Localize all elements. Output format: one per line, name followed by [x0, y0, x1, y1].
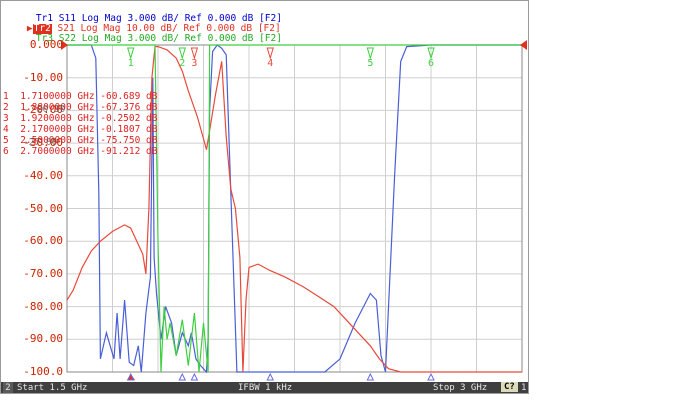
- marker-number: 5: [3, 135, 9, 146]
- marker-number: 4: [3, 124, 9, 135]
- trace-3-ref: Ref 0.000 dB: [184, 33, 254, 44]
- trace-1-format: Log Mag: [81, 13, 122, 24]
- marker-6-axis-icon: [427, 372, 435, 381]
- marker-6-number: 6: [428, 58, 434, 69]
- y-tick-label: -40.00: [23, 168, 63, 182]
- marker-number: 1: [3, 91, 9, 102]
- overlap-text-a: -20.30: [31, 104, 66, 115]
- marker-2-icon: [178, 47, 186, 60]
- marker-readout-row[interactable]: 3 1.9200000 GHz -0.2502 dB: [3, 114, 157, 124]
- marker-value: -67.376 dB: [100, 102, 158, 113]
- calibration-status-badge[interactable]: C?: [501, 382, 518, 392]
- marker-3-icon: [190, 47, 199, 60]
- trace-1-ref: Ref 0.000 dB: [184, 13, 254, 24]
- marker-frequency: 1.8800000 GHz: [20, 102, 95, 113]
- y-tick-label: -90.00: [23, 332, 63, 346]
- marker-readout-row[interactable]: 6 2.7000000 GHz -91.212 dB: [3, 147, 157, 157]
- y-tick-label: -10.00: [23, 70, 63, 84]
- marker-readout-row[interactable]: 1 1.7100000 GHz -60.689 dB: [3, 92, 157, 102]
- trace-2-tag: [F2]: [257, 23, 281, 34]
- y-tick-label: -50.00: [23, 201, 63, 215]
- trace-3-label: Tr3: [35, 33, 54, 44]
- marker-5-icon: [366, 47, 375, 60]
- stop-frequency[interactable]: Stop 3 GHz: [433, 383, 488, 393]
- trace-3-scale: 3.000 dB/: [127, 33, 179, 44]
- trace-2-ref: Ref 0.000 dB: [183, 23, 253, 34]
- marker-5-number: 5: [367, 58, 373, 69]
- channel-number[interactable]: 2: [3, 382, 13, 393]
- marker-4-axis-icon: [266, 372, 275, 381]
- marker-value: -0.1807 dB: [100, 124, 158, 135]
- trace-s21: [66, 45, 522, 373]
- status-bar: 2 Start 1.5 GHz IFBW 1 kHz Stop 3 GHz C?…: [1, 382, 528, 393]
- marker-value: -0.2502 dB: [100, 113, 158, 124]
- overlap-text-b: -27.00: [23, 137, 58, 148]
- marker-value: -75.750 dB: [100, 135, 158, 146]
- marker-readout-row[interactable]: 4 2.1700000 GHz -0.1807 dB: [3, 125, 157, 135]
- marker-number: 2: [3, 102, 9, 113]
- reference-right-icon: [520, 40, 527, 50]
- y-tick-label: -30.00: [23, 136, 63, 150]
- marker-3-axis-icon: [190, 372, 199, 381]
- active-trace-icon: ▶: [26, 23, 33, 34]
- marker-value: -60.689 dB: [100, 91, 158, 102]
- y-tick-label: -80.00: [23, 299, 63, 313]
- marker-1-icon: [127, 47, 135, 60]
- marker-4-icon: [266, 47, 274, 60]
- y-tick-label: -100.0: [23, 365, 63, 378]
- marker-1-number: 1: [128, 58, 134, 69]
- marker-frequency: 2.7000000 GHz: [20, 146, 95, 157]
- marker-3-number: 3: [191, 58, 197, 69]
- trace-3-header[interactable]: Tr3 S22 Log Mag 3.000 dB/ Ref 0.000 dB […: [13, 24, 282, 54]
- marker-2-axis-icon: [178, 372, 187, 381]
- trace-1-scale: 3.000 dB/: [127, 13, 179, 24]
- trace-2-header[interactable]: ▶Tr2 S21 Log Mag 10.00 dB/ Ref 0.000 dB …: [4, 14, 281, 44]
- trace-2-label: Tr2: [32, 23, 52, 34]
- trace-3-tag: [F2]: [259, 33, 282, 44]
- marker-readout-row[interactable]: 2 1.8800000 GHz -67.376 dB: [3, 103, 157, 113]
- marker-2-number: 2: [179, 58, 185, 69]
- trace-1-tag: [F2]: [259, 13, 282, 24]
- marker-frequency: 2.5000000 GHz: [20, 135, 95, 146]
- y-tick-label: -70.00: [23, 266, 63, 280]
- marker-number: 3: [3, 113, 9, 124]
- channel-count: 1: [521, 383, 527, 393]
- y-tick-label: 0.000: [29, 38, 63, 51]
- trace-lines: [66, 44, 522, 374]
- reference-left-icon: [61, 40, 68, 50]
- trace-3-format: Log Mag: [81, 33, 122, 44]
- y-tick-label: -60.00: [23, 234, 63, 248]
- start-frequency[interactable]: Start 1.5 GHz: [17, 383, 88, 393]
- marker-number: 6: [3, 146, 9, 157]
- marker-6-icon: [427, 47, 435, 60]
- marker-frequency: 1.7100000 GHz: [20, 91, 95, 102]
- trace-1-header[interactable]: Tr1 S11 Log Mag 3.000 dB/ Ref 0.000 dB […: [13, 4, 282, 34]
- marker-frequency: 1.9200000 GHz: [20, 113, 95, 124]
- marker-5-axis-icon: [366, 372, 375, 381]
- trace-1-param: S11: [58, 13, 76, 24]
- marker-value: -91.212 dB: [100, 146, 158, 157]
- trace-2-format: Log Mag: [80, 23, 121, 34]
- trace-2-param: S21: [57, 23, 75, 34]
- trace-1-label: Tr1: [35, 13, 54, 24]
- trace-s22: [67, 44, 522, 373]
- marker-readout-row[interactable]: 5 2.5000000 GHz -75.750 dB: [3, 136, 157, 146]
- marker-frequency: 2.1700000 GHz: [20, 124, 95, 135]
- marker-4-number: 4: [267, 58, 273, 69]
- y-tick-label: -20.00: [23, 103, 63, 117]
- marker-1-axis-icon: [126, 372, 135, 381]
- trace-3-param: S22: [58, 33, 76, 44]
- trace-s11: [67, 44, 522, 374]
- ifbw-setting[interactable]: IFBW 1 kHz: [238, 383, 293, 393]
- trace-2-scale: 10.00 dB/: [126, 23, 178, 34]
